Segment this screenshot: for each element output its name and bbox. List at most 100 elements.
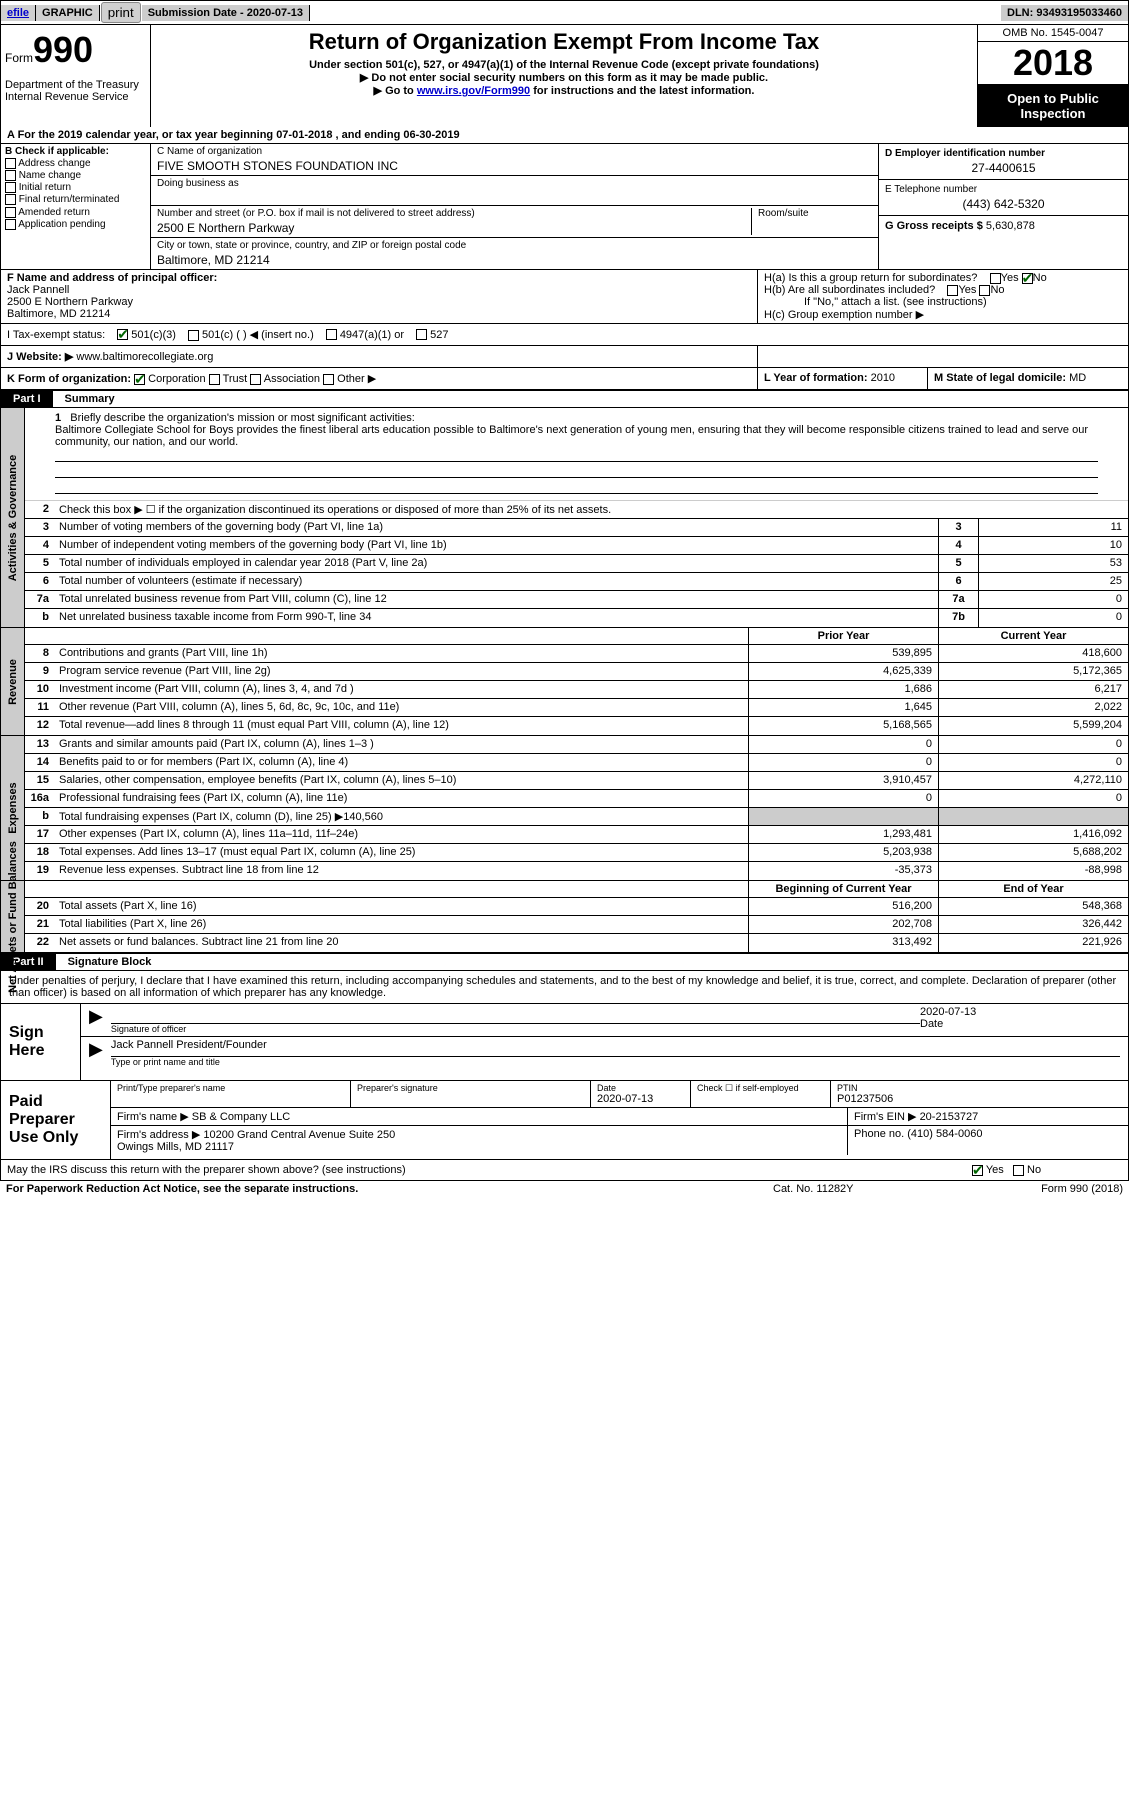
- p13: 0: [748, 736, 938, 753]
- side-exp: Expenses: [7, 782, 19, 833]
- print-button[interactable]: print: [101, 2, 141, 23]
- c14: 0: [938, 754, 1128, 771]
- c18: 5,688,202: [938, 844, 1128, 861]
- org-name-row: C Name of organization FIVE SMOOTH STONE…: [151, 144, 878, 176]
- p20: 516,200: [748, 898, 938, 915]
- chk-corporation[interactable]: Corporation: [134, 373, 206, 385]
- ein: 27-4400615: [885, 161, 1122, 175]
- c11: 2,022: [938, 699, 1128, 716]
- chk-501c3[interactable]: 501(c)(3): [117, 329, 176, 341]
- year-formation: 2010: [871, 372, 895, 384]
- expenses-section: Expenses 13Grants and similar amounts pa…: [0, 736, 1129, 881]
- c9: 5,172,365: [938, 663, 1128, 680]
- form-header: Form990 Department of the Treasury Inter…: [0, 25, 1129, 127]
- paid-preparer-block: Paid Preparer Use Only Print/Type prepar…: [0, 1081, 1129, 1160]
- chk-application-pending[interactable]: Application pending: [5, 219, 146, 230]
- phone-label: E Telephone number: [885, 184, 1122, 195]
- website-row: J Website: ▶ www.baltimorecollegiate.org: [0, 346, 1129, 368]
- c16a: 0: [938, 790, 1128, 807]
- p21: 202,708: [748, 916, 938, 933]
- page-footer: For Paperwork Reduction Act Notice, see …: [0, 1181, 1129, 1197]
- officer-name: Jack Pannell: [7, 284, 69, 296]
- org-name: FIVE SMOOTH STONES FOUNDATION INC: [157, 159, 872, 173]
- p15: 3,910,457: [748, 772, 938, 789]
- ptin: P01237506: [837, 1093, 1122, 1105]
- mission-text: Baltimore Collegiate School for Boys pro…: [55, 424, 1088, 448]
- chk-association[interactable]: Association: [250, 373, 320, 385]
- line12: Total revenue—add lines 8 through 11 (mu…: [55, 717, 748, 735]
- c15: 4,272,110: [938, 772, 1128, 789]
- line16b: Total fundraising expenses (Part IX, col…: [55, 808, 748, 825]
- line14: Benefits paid to or for members (Part IX…: [55, 754, 748, 771]
- sig-date-cap: Date: [920, 1018, 1120, 1030]
- f-h-row: F Name and address of principal officer:…: [0, 270, 1129, 324]
- chk-yes[interactable]: [972, 1165, 983, 1176]
- val4: 10: [978, 537, 1128, 554]
- chk-501c[interactable]: 501(c) ( ) ◀ (insert no.): [188, 328, 314, 341]
- line5: Total number of individuals employed in …: [55, 555, 938, 572]
- chk-initial-return[interactable]: Initial return: [5, 182, 146, 193]
- efile-link[interactable]: efile: [1, 5, 36, 21]
- arrow-icon: ▶: [89, 1006, 103, 1034]
- chk-no[interactable]: [1013, 1165, 1024, 1176]
- irs-link[interactable]: www.irs.gov/Form990: [417, 85, 530, 97]
- submission-date: Submission Date - 2020-07-13: [142, 5, 310, 21]
- prep-date: 2020-07-13: [597, 1093, 684, 1105]
- c12: 5,599,204: [938, 717, 1128, 735]
- sign-here-label: Sign Here: [1, 1004, 81, 1080]
- department: Department of the Treasury Internal Reve…: [5, 79, 146, 103]
- address-row: Number and street (or P.O. box if mail i…: [151, 206, 878, 238]
- dba-row: Doing business as: [151, 176, 878, 206]
- hb-note: If "No," attach a list. (see instruction…: [764, 296, 1122, 308]
- firm-name: SB & Company LLC: [192, 1111, 290, 1123]
- dln: DLN: 93493195033460: [1001, 5, 1128, 21]
- chk-4947[interactable]: 4947(a)(1) or: [326, 329, 404, 341]
- c10: 6,217: [938, 681, 1128, 698]
- ha: H(a) Is this a group return for subordin…: [764, 272, 1122, 284]
- col-b: B Check if applicable: Address change Na…: [1, 144, 151, 269]
- form-title: Return of Organization Exempt From Incom…: [161, 29, 967, 55]
- officer-addr1: 2500 E Northern Parkway: [7, 296, 133, 308]
- line13: Grants and similar amounts paid (Part IX…: [55, 736, 748, 753]
- p10: 1,686: [748, 681, 938, 698]
- chk-name-change[interactable]: Name change: [5, 170, 146, 181]
- main-info-grid: B Check if applicable: Address change Na…: [0, 144, 1129, 270]
- firm-ein: 20-2153727: [920, 1111, 979, 1123]
- officer-name-title: Jack Pannell President/Founder: [111, 1039, 1120, 1057]
- form-number: 990: [33, 29, 93, 70]
- val7b: 0: [978, 609, 1128, 627]
- part1-header: Part I Summary: [0, 390, 1129, 408]
- sig-date-val: 2020-07-13: [920, 1006, 1120, 1018]
- chk-other[interactable]: Other ▶: [323, 373, 376, 385]
- line21: Total liabilities (Part X, line 26): [55, 916, 748, 933]
- irs-discuss-q: May the IRS discuss this return with the…: [7, 1164, 972, 1176]
- p19: -35,373: [748, 862, 938, 880]
- form-ref: Form 990 (2018): [973, 1183, 1123, 1195]
- chk-amended[interactable]: Amended return: [5, 207, 146, 218]
- val7a: 0: [978, 591, 1128, 608]
- p14: 0: [748, 754, 938, 771]
- c22: 221,926: [938, 934, 1128, 952]
- firm-name-lbl: Firm's name ▶: [117, 1111, 189, 1123]
- ein-label: D Employer identification number: [885, 148, 1045, 159]
- officer-label: F Name and address of principal officer:: [7, 272, 217, 284]
- chk-final-return[interactable]: Final return/terminated: [5, 194, 146, 205]
- prep-self-emp[interactable]: Check ☐ if self-employed: [697, 1083, 824, 1094]
- form-word: Form: [5, 51, 33, 65]
- p8: 539,895: [748, 645, 938, 662]
- p22: 313,492: [748, 934, 938, 952]
- prep-sig-lbl: Preparer's signature: [357, 1083, 584, 1093]
- chk-trust[interactable]: Trust: [209, 373, 248, 385]
- p16a: 0: [748, 790, 938, 807]
- col-b-label: B Check if applicable:: [5, 146, 109, 157]
- phone: (443) 642-5320: [885, 197, 1122, 211]
- k-l-m-row: K Form of organization: Corporation Trus…: [0, 368, 1129, 390]
- chk-527[interactable]: 527: [416, 329, 448, 341]
- perjury-text: Under penalties of perjury, I declare th…: [0, 971, 1129, 1004]
- firm-ein-lbl: Firm's EIN ▶: [854, 1111, 917, 1123]
- line9: Program service revenue (Part VIII, line…: [55, 663, 748, 680]
- c21: 326,442: [938, 916, 1128, 933]
- chk-address-change[interactable]: Address change: [5, 158, 146, 169]
- header-sub2: ▶ Do not enter social security numbers o…: [161, 71, 967, 84]
- org-city: Baltimore, MD 21214: [157, 253, 872, 267]
